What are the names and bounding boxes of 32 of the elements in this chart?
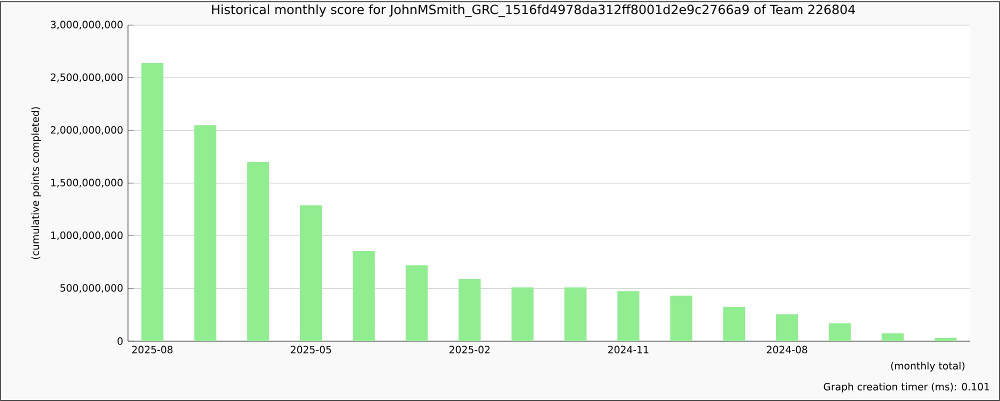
bar [247, 162, 270, 342]
x-tick-label: 2025-08 [132, 346, 173, 354]
x-tick-label: 2025-05 [290, 346, 331, 354]
bar [828, 323, 851, 342]
text: Graph creation timer (ms): 0.101 [824, 382, 990, 392]
bar [723, 306, 746, 342]
y-tick-label: 500,000,000 [60, 284, 123, 293]
x-tick-label: 2024-11 [608, 346, 648, 354]
bar [882, 333, 904, 342]
bar [617, 291, 640, 342]
x-axis-title: (monthly total) [891, 362, 964, 372]
x-tick-label: 2024-08 [766, 346, 808, 354]
bar [776, 314, 798, 342]
y-axis-title: (cumulative points completed) [31, 107, 41, 259]
y-tick-label: 3,000,000,000 [50, 20, 123, 30]
bar [352, 250, 375, 342]
y-tick-label: 2,000,000,000 [50, 126, 123, 135]
x-tick-label: 2025-02 [450, 346, 490, 354]
y-tick-label: 0 [118, 337, 123, 345]
y-tick-label: 2,500,000,000 [50, 73, 123, 82]
bar [670, 296, 692, 342]
chart-title: Historical monthly score for JohnMSmith_GRC_1516fd4978da312ff8001d2e9c2766a9 of Team 226804 [212, 4, 856, 18]
bar [512, 287, 534, 342]
y-tick-label: 1,500,000,000 [51, 178, 123, 188]
bar [300, 205, 322, 342]
bar [406, 265, 428, 342]
bar [141, 62, 164, 342]
bar [564, 287, 586, 342]
bar [934, 338, 957, 342]
bar [458, 278, 481, 342]
y-tick-label: 1,000,000,000 [51, 231, 123, 240]
bar [194, 125, 216, 342]
